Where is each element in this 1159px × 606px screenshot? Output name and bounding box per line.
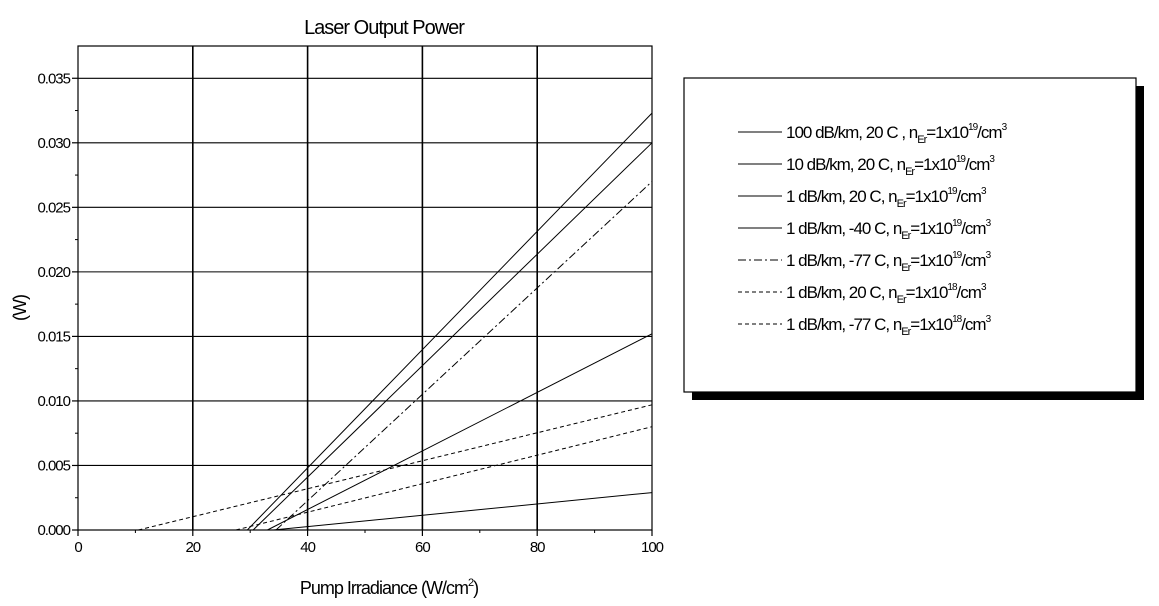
y-tick-label: 0.015 [37, 328, 70, 345]
x-tick-label: 100 [641, 539, 664, 556]
legend-box [683, 77, 1137, 393]
legend-label-4: 1 dB/km, -40 C, nEr=1x1019/cm3​ [786, 218, 992, 242]
series-line-4 [252, 142, 653, 531]
x-axis-title: Pump Irradiance (W/cm2) [300, 577, 478, 598]
x-tick-label: 80 [530, 539, 545, 556]
grid-lines [78, 46, 652, 530]
y-tick-label: 0.020 [37, 264, 70, 281]
x-tick-label: 20 [185, 539, 200, 556]
series-line-3 [246, 112, 653, 531]
y-tick-label: 0.005 [37, 457, 70, 474]
legend-label-5: 1 dB/km, -77 C, nEr=1x1019/cm3​ [786, 250, 992, 274]
chart-title: Laser Output Power [304, 17, 465, 39]
y-tick-label: 0.025 [37, 199, 70, 216]
legend-label-7: 1 dB/km, -77 C, nEr=1x1018/cm3​ [786, 314, 992, 338]
y-tick-label: 0.035 [37, 70, 70, 87]
series-line-7 [235, 426, 653, 531]
y-tick-label: 0.000 [37, 522, 70, 539]
legend-label-1: 100 dB/km, 20 C , nEr=1x1019/cm3​ [786, 122, 1008, 146]
series-line-1 [273, 492, 653, 531]
y-tick-label: 0.030 [37, 135, 70, 152]
legend-label-6: 1 dB/km, 20 C, nEr=1x1018/cm3​ [786, 282, 987, 306]
legend-label-2: 10 dB/km, 20 C, nEr=1x1019/cm3​ [786, 154, 995, 178]
legend: 100 dB/km, 20 C , nEr=1x1019/cm3​ 10 dB/k… [683, 77, 1144, 400]
axis-ticks: 0 20 40 60 80 100 0.000 0.005 0.010 0.015 0.020 0.0… [37, 70, 664, 556]
x-axis-title-close: ) [473, 578, 478, 598]
series-line-2 [267, 333, 653, 531]
x-axis-title-text: Pump Irradiance (W/cm [300, 578, 468, 598]
x-tick-label: 60 [415, 539, 430, 556]
series-line-6 [138, 404, 653, 531]
series-lines [138, 112, 653, 531]
y-axis-title: (W) [10, 295, 30, 321]
legend-label-3: 1 dB/km, 20 C, nEr=1x1019/cm3​ [786, 186, 987, 210]
plot-frame [77, 45, 653, 531]
x-tick-label: 40 [300, 539, 315, 556]
x-axis-title-sup: 2 [468, 577, 474, 589]
y-tick-label: 0.010 [37, 393, 70, 410]
series-line-5 [275, 181, 653, 531]
x-tick-label: 0 [74, 539, 82, 556]
legend-items: 100 dB/km, 20 C , nEr=1x1019/cm3​ 10 dB/k… [738, 122, 1009, 338]
